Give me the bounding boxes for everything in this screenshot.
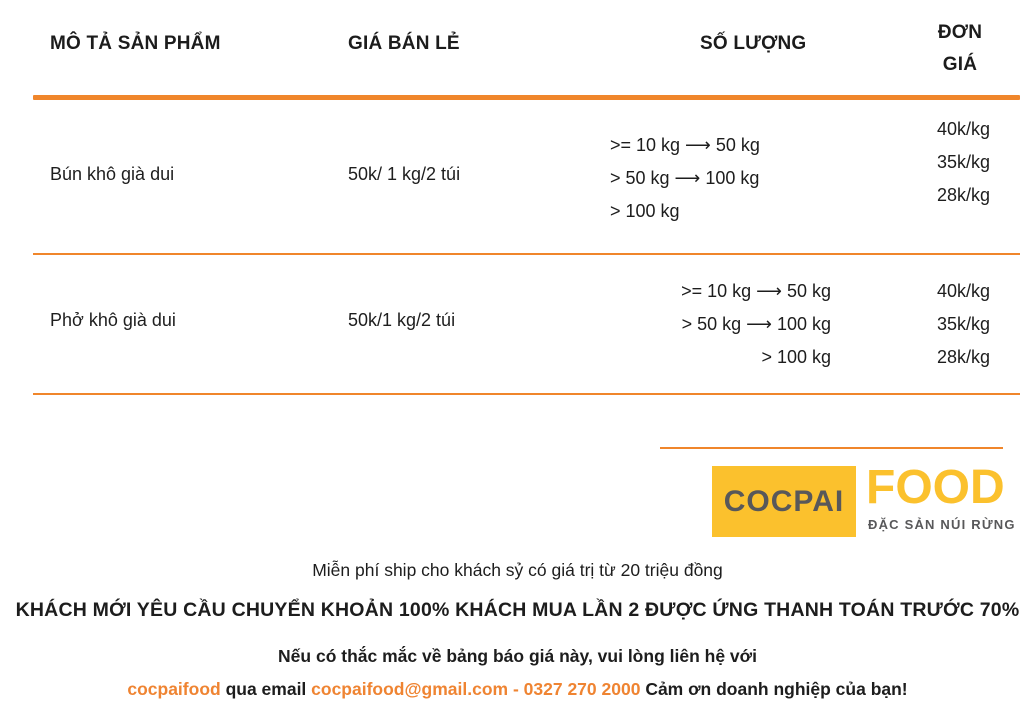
- cocpai-logo-box: COCPAI: [712, 466, 856, 537]
- row2-product-name: Phở khô già dui: [50, 310, 176, 330]
- row2-unit-price-2: 35k/kg: [936, 314, 990, 334]
- header-product-description: MÔ TẢ SẢN PHẨM: [50, 33, 221, 54]
- row1-unit-price-1: 40k/kg: [936, 119, 990, 139]
- header-unit-price-line2: GIÁ: [942, 54, 978, 75]
- row2-divider-line: [33, 393, 1020, 395]
- footer-free-shipping-note: Miễn phí ship cho khách sỷ có giá trị từ…: [312, 560, 723, 580]
- row1-unit-price-3: 28k/kg: [936, 185, 990, 205]
- row1-quantity-tiers: >= 10 kg ⟶ 50 kg > 50 kg ⟶ 100 kg > 100 …: [610, 129, 760, 228]
- row2-quantity-tier-2: > 50 kg ⟶ 100 kg: [681, 314, 831, 334]
- row2-unit-prices: 40k/kg 35k/kg 28k/kg: [890, 275, 990, 374]
- row1-product-name: Bún khô già dui: [50, 164, 175, 184]
- cocpai-logo-tagline: ĐẶC SẢN NÚI RỪNG: [868, 517, 1016, 532]
- logo-divider-line: [660, 447, 1003, 449]
- footer-contact-line: cocpaifood qua email cocpaifood@gmail.co…: [0, 679, 1035, 700]
- row1-quantity-tier-2: > 50 kg ⟶ 100 kg: [610, 168, 760, 188]
- header-unit-price-line1: ĐƠN: [937, 22, 983, 43]
- row2-retail-price: 50k/1 kg/2 túi: [348, 310, 456, 330]
- footer-email-phone: cocpaifood@gmail.com - 0327 270 2000: [311, 679, 641, 699]
- row1-divider-line: [33, 253, 1020, 255]
- header-quantity: SỐ LƯỢNG: [700, 33, 807, 54]
- cocpai-logo-food: FOOD: [866, 461, 1005, 514]
- row1-quantity-tier-3: > 100 kg: [610, 201, 680, 221]
- row2-quantity-tier-1: >= 10 kg ⟶ 50 kg: [681, 281, 831, 301]
- footer-contact-mid-text: qua email: [220, 679, 312, 699]
- cocpai-logo-wordmark: COCPAI: [723, 484, 845, 518]
- header-unit-price: ĐƠN GIÁ: [910, 17, 1010, 81]
- footer-brand-name: cocpaifood: [127, 679, 221, 699]
- row1-unit-price-2: 35k/kg: [936, 152, 990, 172]
- row1-retail-price: 50k/ 1 kg/2 túi: [348, 164, 461, 184]
- row2-quantity-tiers: >= 10 kg ⟶ 50 kg > 50 kg ⟶ 100 kg > 100 …: [600, 275, 831, 374]
- header-divider-line: [33, 95, 1020, 100]
- row2-unit-price-3: 28k/kg: [936, 347, 990, 367]
- footer-thanks-text: Cảm ơn doanh nghiệp của bạn!: [640, 679, 908, 699]
- row1-unit-prices: 40k/kg 35k/kg 28k/kg: [890, 113, 990, 212]
- footer-payment-terms: KHÁCH MỚI YÊU CẦU CHUYỂN KHOẢN 100% KHÁC…: [15, 599, 1020, 621]
- row2-quantity-tier-3: > 100 kg: [761, 347, 831, 367]
- row1-quantity-tier-1: >= 10 kg ⟶ 50 kg: [610, 135, 760, 155]
- header-retail-price: GIÁ BÁN LẺ: [348, 33, 460, 54]
- footer-contact-intro: Nếu có thắc mắc về bảng báo giá này, vui…: [278, 646, 757, 666]
- row2-unit-price-1: 40k/kg: [936, 281, 990, 301]
